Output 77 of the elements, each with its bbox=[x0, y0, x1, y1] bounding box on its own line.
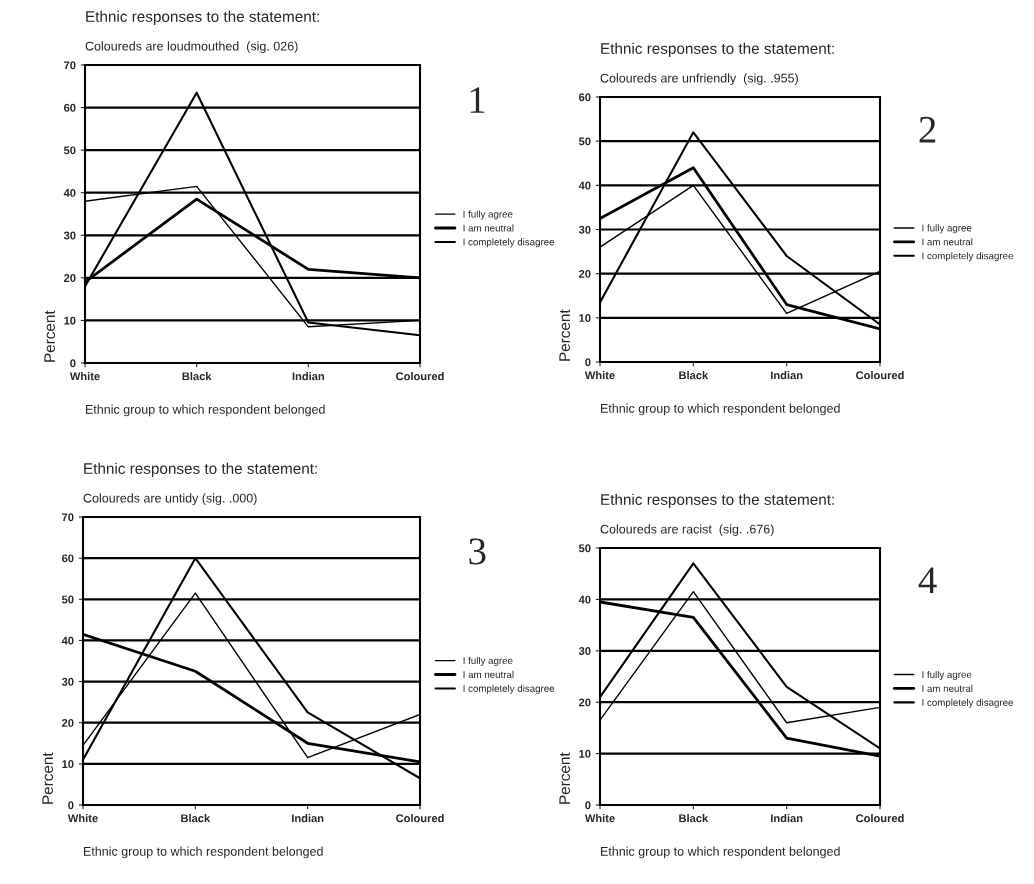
y-tick-label: 40 bbox=[578, 181, 591, 190]
y-tick-label: 10 bbox=[64, 316, 76, 325]
text: 3 bbox=[469, 538, 486, 565]
y-tick-label: 20 bbox=[579, 269, 591, 278]
y-tick-label: 50 bbox=[578, 544, 591, 553]
x-tick-label: White bbox=[584, 814, 615, 823]
legend-label: I am neutral bbox=[463, 224, 514, 232]
y-tick-label: 50 bbox=[63, 146, 76, 155]
text: 4 bbox=[918, 567, 937, 593]
y-tick-label: 70 bbox=[64, 61, 76, 70]
y-tick-label: 40 bbox=[578, 595, 591, 604]
legend-label: I am neutral bbox=[922, 684, 973, 692]
y-tick-label: 0 bbox=[585, 358, 591, 367]
x-tick-label: White bbox=[584, 371, 615, 380]
y-tick-label: 40 bbox=[61, 636, 74, 645]
x-tick-label: Indian bbox=[292, 814, 324, 823]
y-tick-label: 0 bbox=[70, 359, 76, 368]
y-axis-title: Percent bbox=[559, 309, 571, 361]
x-axis-title: Ethnic group to which respondent belonged bbox=[86, 404, 325, 417]
chart-title: Ethnic responses to the statement: bbox=[84, 462, 317, 477]
legend-label: I completely disagree bbox=[463, 238, 555, 248]
x-tick-label: Black bbox=[182, 372, 212, 381]
legend-label: I completely disagree bbox=[463, 684, 555, 694]
chart-title: Ethnic responses to the statement: bbox=[86, 10, 319, 25]
legend-label: I fully agree bbox=[463, 656, 513, 667]
legend-label: I fully agree bbox=[922, 224, 972, 234]
text: 1 bbox=[470, 87, 485, 113]
legend-label: I fully agree bbox=[463, 210, 513, 220]
y-tick-label: 10 bbox=[62, 760, 74, 768]
y-tick-label: 20 bbox=[579, 698, 591, 707]
x-tick-label: White bbox=[67, 814, 98, 823]
x-tick-label: Coloured bbox=[396, 372, 444, 381]
x-tick-label: White bbox=[69, 372, 100, 381]
legend-label: I am neutral bbox=[922, 238, 973, 246]
y-tick-label: 50 bbox=[578, 137, 591, 146]
x-tick-label: Black bbox=[679, 371, 709, 380]
y-tick-label: 30 bbox=[578, 225, 591, 234]
y-axis-title: Percent bbox=[42, 752, 54, 804]
chart-title: Ethnic responses to the statement: bbox=[601, 42, 834, 57]
chart-subtitle: Coloureds are racist (sig. .676) bbox=[600, 524, 774, 536]
y-tick-label: 30 bbox=[578, 647, 591, 655]
y-tick-label: 20 bbox=[62, 718, 74, 727]
x-axis-title: Ethnic group to which respondent belonged bbox=[601, 846, 840, 859]
legend-label: I completely disagree bbox=[922, 698, 1014, 708]
y-tick-label: 0 bbox=[585, 801, 591, 810]
chart-subtitle: Coloureds are untidy (sig. .000) bbox=[83, 493, 257, 505]
y-axis-title: Percent bbox=[559, 752, 571, 804]
legend-label: I am neutral bbox=[463, 670, 514, 679]
x-tick-label: Indian bbox=[292, 372, 324, 381]
y-tick-label: 30 bbox=[63, 231, 76, 240]
legend-label: I completely disagree bbox=[922, 252, 1014, 262]
chart-subtitle: Coloureds are unfriendly (sig. .955) bbox=[600, 73, 798, 85]
y-tick-label: 10 bbox=[579, 314, 591, 322]
y-tick-label: 70 bbox=[62, 513, 74, 522]
x-tick-label: Coloured bbox=[856, 371, 904, 380]
y-axis-title: Percent bbox=[44, 310, 56, 362]
x-tick-label: Indian bbox=[771, 371, 803, 380]
x-axis-title: Ethnic group to which respondent belonged bbox=[84, 846, 323, 859]
chart-title: Ethnic responses to the statement: bbox=[601, 493, 834, 508]
x-tick-label: Black bbox=[679, 814, 709, 823]
x-tick-label: Indian bbox=[771, 814, 803, 823]
x-tick-label: Black bbox=[181, 814, 211, 823]
chart-subtitle: Coloureds are loudmouthed (sig. 026) bbox=[85, 41, 298, 53]
y-tick-label: 60 bbox=[62, 554, 74, 563]
y-tick-label: 10 bbox=[579, 749, 591, 758]
y-tick-label: 20 bbox=[64, 274, 76, 282]
x-axis-title: Ethnic group to which respondent belonged bbox=[601, 403, 840, 416]
y-tick-label: 60 bbox=[579, 93, 591, 102]
y-tick-label: 40 bbox=[63, 188, 76, 197]
y-tick-label: 30 bbox=[61, 677, 74, 686]
x-tick-label: Coloured bbox=[396, 814, 444, 823]
text: 2 bbox=[919, 116, 936, 143]
y-tick-label: 60 bbox=[64, 103, 76, 112]
y-tick-label: 50 bbox=[61, 595, 74, 604]
legend-label: I fully agree bbox=[922, 670, 972, 680]
y-tick-label: 0 bbox=[68, 801, 74, 810]
x-tick-label: Coloured bbox=[856, 814, 904, 823]
